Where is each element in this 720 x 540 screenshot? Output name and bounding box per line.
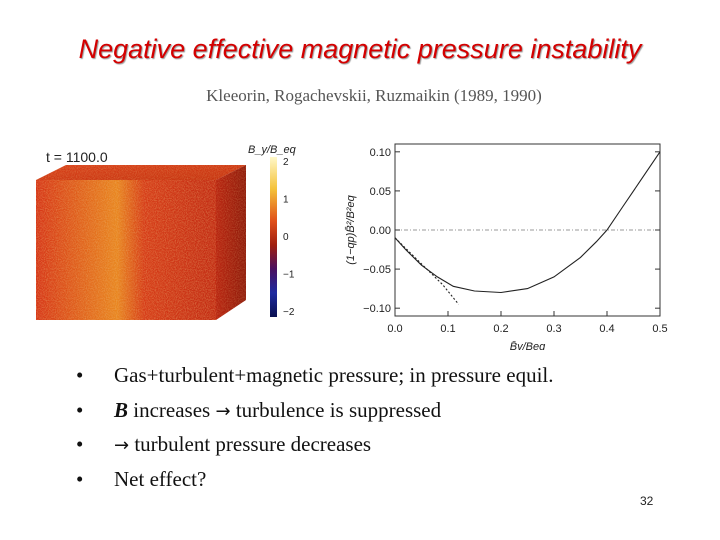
arrow-icon: →: [114, 435, 130, 456]
colorbar: [270, 157, 277, 317]
bullet-dot: •: [76, 432, 84, 456]
y-tick-label: 0.00: [370, 225, 391, 237]
y-axis-label: (1−qp)B̄²/B²eq: [344, 194, 357, 264]
page-number: 32: [640, 494, 654, 508]
x-tick-label: 0.5: [652, 323, 667, 335]
bullet-list: • Gas+turbulent+magnetic pressure; in pr…: [76, 358, 554, 497]
bullet-pre: increases: [128, 397, 216, 422]
solid-series-line: [394, 151, 661, 294]
colorbar-tick-label: 2: [283, 157, 289, 168]
colorbar-ticks: 2 1 0 −1 −2: [283, 157, 295, 318]
cube-figure: t = 1100.0 B_y/B_eq 2 1 0 −1 −2: [32, 135, 302, 335]
y-tick-label: −0.10: [363, 303, 391, 315]
cube-top-texture: [36, 165, 246, 180]
x-tick-label: 0.4: [599, 323, 614, 335]
x-axis-label: B̄y/Beq: [510, 340, 546, 350]
cube-side-texture: [216, 165, 246, 320]
bullet-text: Net effect?: [114, 466, 207, 491]
bullet-item: • Net effect?: [76, 462, 553, 497]
chart-svg: 0.10 0.05 0.00 −0.05 −0.10 0.0 0.1 0.2 0.3 0.4 0.5…: [344, 143, 668, 353]
colorbar-tick-label: −2: [283, 307, 295, 318]
colorbar-tick-label: −1: [283, 270, 295, 281]
x-tick-label: 0.0: [387, 323, 402, 335]
time-label: t = 1100.0: [46, 149, 108, 165]
dashed-series-line: [394, 237, 460, 305]
cube-svg: t = 1100.0 B_y/B_eq 2 1 0 −1 −2: [36, 144, 297, 320]
colorbar-title: B_y/B_eq: [248, 144, 297, 156]
x-tick-label: 0.2: [493, 323, 508, 335]
colorbar-tick-label: 1: [283, 195, 289, 206]
bullet-item: • → turbulent pressure decreases: [76, 427, 553, 462]
bullet-item: • B increases → turbulence is suppressed: [76, 393, 553, 428]
bullet-item: • Gas+turbulent+magnetic pressure; in pr…: [76, 358, 554, 393]
x-tick-label: 0.3: [546, 323, 561, 335]
colorbar-tick-label: 0: [283, 232, 289, 243]
slide-title: Negative effective magnetic pressure ins…: [78, 34, 642, 64]
cube-front-texture: [36, 180, 216, 320]
bullet-dot: •: [76, 397, 84, 422]
bullet-dot: •: [76, 466, 84, 491]
bullet-text: turbulent pressure decreases: [134, 432, 372, 456]
y-tick-label: 0.10: [370, 147, 391, 159]
bullet-dot: •: [76, 363, 84, 387]
bullet-text: Gas+turbulent+magnetic pressure; in pres…: [114, 363, 554, 387]
x-tick-label: 0.1: [440, 323, 455, 335]
y-tick-label: 0.05: [370, 186, 391, 198]
chart: 0.10 0.05 0.00 −0.05 −0.10 0.0 0.1 0.2 0.3 0.4 0.5…: [340, 138, 690, 353]
slide-subtitle: Kleeorin, Rogachevskii, Ruzmaikin (1989,…: [206, 86, 542, 105]
arrow-icon: →: [215, 400, 231, 422]
y-tick-label: −0.05: [363, 264, 391, 276]
bullet-bold: B: [114, 397, 129, 422]
bullet-text: turbulence is suppressed: [235, 397, 442, 422]
